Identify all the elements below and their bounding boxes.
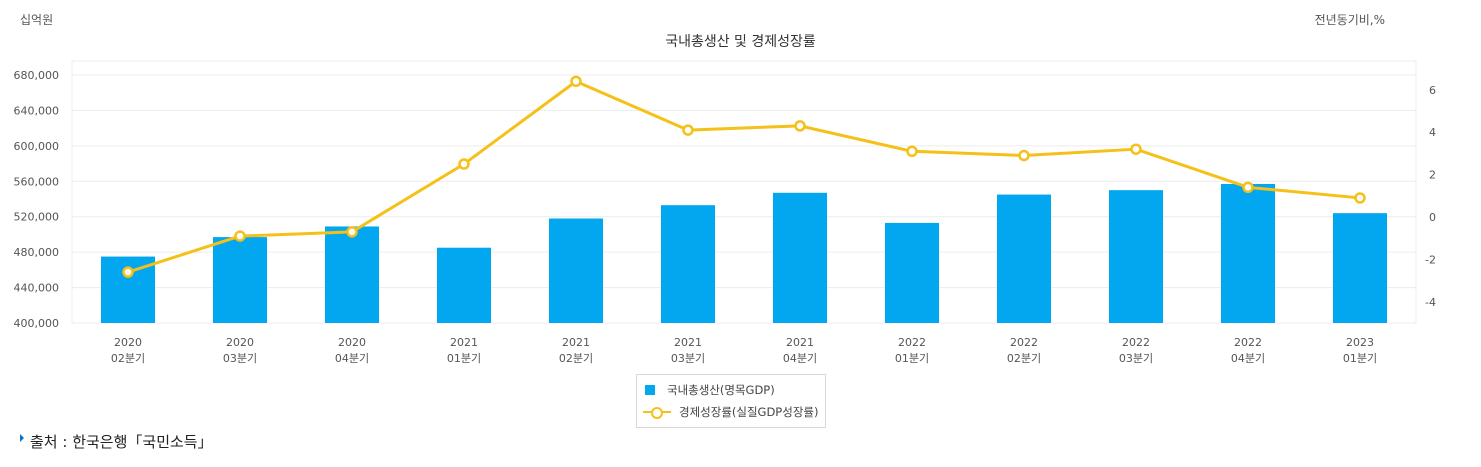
gdp-bar <box>997 194 1051 323</box>
y-right-tick-label: -4 <box>1425 296 1436 309</box>
gdp-bar <box>325 226 379 323</box>
x-tick-label-year: 2020 <box>226 336 254 349</box>
x-tick-label-quarter: 02분기 <box>559 352 593 365</box>
x-tick-label-quarter: 01분기 <box>1343 352 1377 365</box>
y-left-tick-label: 400,000 <box>14 317 60 330</box>
growth-rate-point <box>906 145 918 158</box>
x-tick-label-year: 2022 <box>898 336 926 349</box>
x-tick-label-quarter: 04분기 <box>335 352 369 365</box>
gdp-bar <box>661 205 715 323</box>
y-right-tick-label: 6 <box>1429 84 1436 97</box>
growth-rate-point <box>1018 149 1030 162</box>
y-left-tick-label: 480,000 <box>14 246 60 259</box>
legend-label-gdp: 국내총생산(명목GDP) <box>667 383 775 397</box>
x-tick-label-year: 2022 <box>1122 336 1150 349</box>
x-tick-label-quarter: 03분기 <box>1119 352 1153 365</box>
growth-rate-point <box>458 158 470 170</box>
y-right-tick-label: 4 <box>1429 126 1436 139</box>
gdp-bar <box>549 218 603 323</box>
x-tick-label-quarter: 01분기 <box>447 352 481 365</box>
gdp-bar <box>885 222 939 323</box>
x-tick-label-quarter: 04분기 <box>1231 352 1265 365</box>
x-tick-label-year: 2022 <box>1010 336 1038 349</box>
gdp-growth-chart: 400,000 440,000 480,000 520,000 560,000 600,0… <box>14 60 1436 365</box>
source-text: 출처 : 한국은행「국민소득」 <box>30 433 213 451</box>
x-tick-label-year: 2021 <box>562 336 590 349</box>
growth-rate-point <box>570 75 582 88</box>
left-axis-unit: 십억원 <box>20 13 54 27</box>
chart-legend: 국내총생산(명목GDP) 경제성장률(실질GDP성장률) <box>636 374 826 428</box>
legend-bar-swatch <box>645 385 655 395</box>
y-left-tick-label: 520,000 <box>14 211 60 224</box>
chart-title: 국내총생산 및 경제성장률 <box>665 34 816 50</box>
growth-rate-point <box>122 266 134 278</box>
y-right-tick-label: 2 <box>1429 169 1436 182</box>
right-axis-unit: 전년동기비,% <box>1314 13 1385 27</box>
x-tick-label-quarter: 03분기 <box>223 352 257 365</box>
plot-frame <box>71 60 1417 324</box>
growth-rate-point <box>346 226 358 238</box>
x-tick-label-year: 2020 <box>338 336 366 349</box>
growth-rate-point <box>1354 192 1366 204</box>
gdp-bar <box>1109 190 1163 323</box>
x-tick-label-quarter: 02분기 <box>111 352 145 365</box>
gdp-bar <box>1333 213 1387 323</box>
x-tick-label-year: 2022 <box>1234 336 1262 349</box>
source-note: 출처 : 한국은행「국민소득」 <box>20 431 213 452</box>
x-tick-label-year: 2021 <box>450 336 478 349</box>
x-tick-label-quarter: 01분기 <box>895 352 929 365</box>
legend-item-gdp[interactable]: 국내총생산(명목GDP) <box>643 381 775 399</box>
y-left-tick-label: 560,000 <box>14 175 60 188</box>
gdp-bar <box>773 192 827 323</box>
legend-line-swatch <box>643 407 671 419</box>
x-tick-label-quarter: 03분기 <box>671 352 705 365</box>
x-tick-label-year: 2021 <box>786 336 814 349</box>
y-left-tick-label: 440,000 <box>14 282 60 295</box>
x-tick-label-year: 2021 <box>674 336 702 349</box>
growth-rate-point <box>234 230 246 242</box>
x-tick-label-quarter: 04분기 <box>783 352 817 365</box>
x-tick-label-year: 2020 <box>114 336 142 349</box>
gdp-bar <box>213 237 267 323</box>
gdp-bar <box>437 247 491 323</box>
growth-rate-point <box>1242 181 1254 194</box>
y-left-tick-label: 680,000 <box>14 69 60 82</box>
y-left-tick-label: 640,000 <box>14 104 60 117</box>
y-right-tick-label: -2 <box>1425 253 1436 266</box>
legend-label-growth: 경제성장률(실질GDP성장률) <box>679 405 819 419</box>
x-tick-label-quarter: 02분기 <box>1007 352 1041 365</box>
legend-item-growth[interactable]: 경제성장률(실질GDP성장률) <box>643 403 818 421</box>
bullet-arrow-icon <box>20 433 24 442</box>
growth-rate-point <box>794 120 806 132</box>
growth-rate-point <box>1130 143 1142 155</box>
y-left-tick-label: 600,000 <box>14 140 60 153</box>
gdp-bar <box>1221 183 1275 323</box>
x-tick-label-year: 2023 <box>1346 336 1374 349</box>
growth-rate-point <box>682 124 694 136</box>
growth-rate-line <box>127 79 1361 274</box>
y-right-tick-label: 0 <box>1429 211 1436 224</box>
